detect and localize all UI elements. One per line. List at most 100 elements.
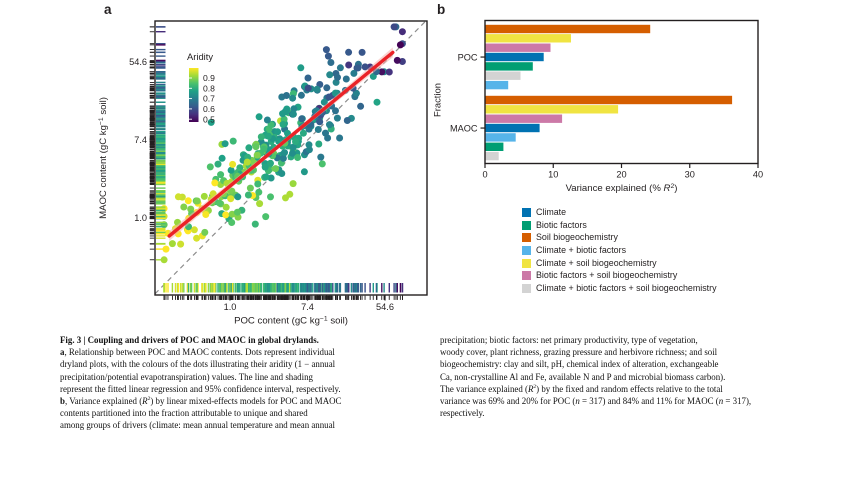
scatter-dot xyxy=(221,140,229,148)
rug-tick xyxy=(149,141,155,142)
rug-mark xyxy=(156,125,166,127)
rug-tick xyxy=(226,295,228,300)
rug-mark xyxy=(357,283,359,293)
rug-tick xyxy=(149,177,155,178)
bar xyxy=(485,24,651,34)
rug-mark xyxy=(156,96,166,98)
scatter-dot xyxy=(336,134,344,142)
scatter-dot xyxy=(314,126,322,133)
rug-mark xyxy=(260,283,262,293)
rug-tick xyxy=(247,295,249,300)
rug-mark xyxy=(156,115,166,117)
rug-tick xyxy=(256,295,258,300)
caption-text: precipitation; biotic factors: net prima… xyxy=(440,335,698,345)
rug-tick xyxy=(183,295,185,300)
bar xyxy=(485,71,521,80)
rug-mark xyxy=(326,283,329,293)
rug-mark xyxy=(156,44,166,46)
rug-tick xyxy=(303,295,305,300)
rug-tick xyxy=(317,295,319,300)
scatter-dot xyxy=(304,84,312,92)
scatter-dot xyxy=(299,129,307,137)
scatter-dot xyxy=(201,228,209,236)
caption-line: Ca, non-crystalline Al and Fe, available… xyxy=(440,371,820,383)
x-tick-label: 54.6 xyxy=(376,302,394,312)
rug-mark xyxy=(156,167,166,169)
rug-tick xyxy=(149,119,155,121)
scatter-dot xyxy=(267,174,275,182)
rug-tick xyxy=(149,131,155,133)
scatter-dot xyxy=(318,160,326,168)
group-label: MAOC xyxy=(450,123,478,133)
rug-mark xyxy=(156,119,166,121)
scatter-dot xyxy=(262,173,270,181)
rug-tick xyxy=(149,84,155,85)
rug-tick xyxy=(149,88,155,90)
rug-tick xyxy=(149,89,155,91)
scatter-dot xyxy=(378,68,386,76)
rug-tick xyxy=(297,295,299,300)
legend-item: Biotic factors + soil biogeochemistry xyxy=(522,269,717,282)
rug-mark xyxy=(156,173,166,175)
rug-mark xyxy=(395,283,397,293)
rug-tick xyxy=(330,295,332,300)
caption-text: contents partitioned into the fraction a… xyxy=(60,408,308,419)
rug-tick xyxy=(292,295,293,300)
rug-mark xyxy=(156,74,166,76)
rug-mark xyxy=(156,67,166,69)
rug-mark xyxy=(364,283,366,293)
rug-mark xyxy=(156,31,166,33)
scatter-dot xyxy=(184,197,192,205)
rug-mark xyxy=(253,283,255,293)
caption-text: respectively. xyxy=(440,408,485,419)
legend-swatch xyxy=(522,220,531,230)
rug-mark xyxy=(156,157,166,160)
rug-tick xyxy=(149,182,155,184)
scatter-dot xyxy=(260,145,268,153)
rug-tick xyxy=(281,295,282,300)
rug-mark xyxy=(156,61,166,64)
rug-tick xyxy=(239,295,241,300)
rug-tick xyxy=(149,178,155,180)
x-tick-label: 30 xyxy=(685,170,695,180)
rug-tick xyxy=(149,142,155,144)
rug-tick xyxy=(285,295,286,300)
rug-mark xyxy=(276,283,278,293)
panel-a-label: a xyxy=(104,2,112,17)
caption-text: Ca, non-crystalline Al and Fe, available… xyxy=(440,371,726,382)
rug-mark xyxy=(190,283,193,293)
scatter-dot xyxy=(229,137,237,145)
rug-tick xyxy=(149,233,155,235)
rug-tick xyxy=(149,165,155,167)
caption-line: The variance explained (R2) by the fixed… xyxy=(440,383,820,395)
rug-tick xyxy=(269,295,270,300)
rug-mark xyxy=(156,152,166,154)
scatter-dot xyxy=(233,208,241,216)
rug-mark xyxy=(399,283,402,293)
rug-mark xyxy=(156,144,166,146)
rug-mark xyxy=(171,283,174,293)
rug-tick xyxy=(264,295,266,300)
rug-tick xyxy=(187,295,189,300)
rug-mark xyxy=(156,139,166,141)
rug-tick xyxy=(149,175,155,177)
rug-tick xyxy=(235,295,237,300)
rug-tick xyxy=(252,295,254,300)
rug-tick xyxy=(149,67,155,69)
rug-tick xyxy=(149,214,155,215)
rug-mark xyxy=(156,233,166,235)
rug-mark xyxy=(156,226,166,228)
scatter-dot xyxy=(358,48,366,56)
rug-mark xyxy=(354,283,356,293)
scatter-dot xyxy=(234,193,242,201)
rug-mark xyxy=(156,114,166,116)
colorbar-tick-label: 0.8 xyxy=(203,83,215,93)
rug-mark xyxy=(156,259,166,261)
rug-mark xyxy=(156,217,166,219)
rug-mark xyxy=(174,283,177,293)
rug-tick xyxy=(149,71,155,73)
rug-tick xyxy=(356,295,357,300)
rug-mark xyxy=(332,283,334,293)
rug-tick xyxy=(204,295,206,300)
rug-mark xyxy=(156,198,166,200)
